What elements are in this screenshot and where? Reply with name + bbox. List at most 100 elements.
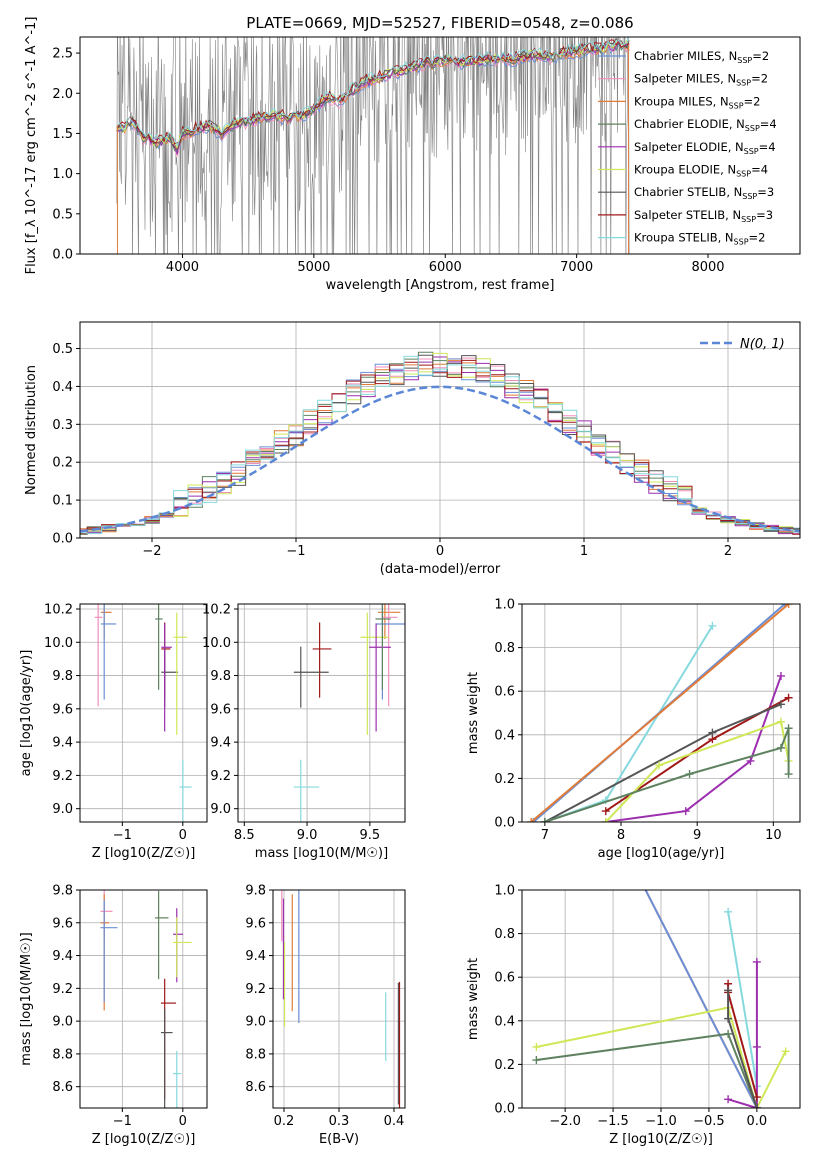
weight-Z-ytick-label: 0.6 <box>494 971 515 986</box>
legend-label: Chabrier STELIB, NSSP=3 <box>634 185 774 201</box>
age-mass-xtick-label: 9.0 <box>297 828 318 843</box>
mass-Z-ytick-label: 9.6 <box>52 916 73 931</box>
weight-age-marker <box>784 724 793 733</box>
residuals-xtick-label: 0 <box>436 544 444 559</box>
spectrum-ylabel: Flux [f_λ 10^-17 erg cm^-2 s^-1 A^-1] <box>24 17 39 275</box>
weight-Z-marker <box>532 1056 541 1065</box>
weight-Z-marker <box>532 1042 541 1051</box>
spectrum-plot-area <box>116 37 630 254</box>
weight-Z-series-chabrier-miles <box>644 890 758 1108</box>
weight-Z-xtick-label: 0.0 <box>747 1114 768 1129</box>
residual-hist-salpeter-miles <box>80 357 800 534</box>
age-Z-ytick-label: 9.4 <box>52 736 73 751</box>
age-Z-ytick-label: 10.0 <box>44 636 73 651</box>
weight-age-xtick-label: 7 <box>541 828 549 843</box>
weight-Z-ytick-label: 1.0 <box>494 884 515 899</box>
weight-Z-ytick-label: 0.8 <box>494 927 515 942</box>
legend-label: Chabrier MILES, NSSP=2 <box>634 49 769 65</box>
weight-Z-ytick-label: 0.2 <box>494 1058 515 1073</box>
weight-age-marker <box>746 756 755 765</box>
weight-age-ytick-label: 0.6 <box>494 685 515 700</box>
weight-Z-marker <box>752 1042 761 1051</box>
age-Z-panel: −1 0 9.0 9.2 9.4 9.6 9.8 10.0 10.2 Z [log10(Z/Z☉)… <box>19 602 208 861</box>
mass-EBV-ytick-label: 9.0 <box>245 1015 266 1030</box>
weight-age-series-salpeter-elodie <box>605 675 782 822</box>
mass-Z-ytick-label: 9.0 <box>52 1015 73 1030</box>
mass-Z-ytick-label: 9.4 <box>52 949 73 964</box>
weight-age-marker <box>784 693 793 702</box>
weight-age-ytick-label: 1.0 <box>494 598 515 613</box>
residuals-ytick-label: 0.2 <box>52 456 73 471</box>
mass-Z-panel: −1 0 8.6 8.8 9.0 9.2 9.4 9.6 9.8 Z [log10(Z/Z☉)] m… <box>19 884 208 1147</box>
weight-age-marker <box>708 621 717 630</box>
residual-hist-kroupa-stelib <box>80 355 800 535</box>
age-Z-frame <box>79 603 208 823</box>
weight-age-marker <box>655 761 664 770</box>
age-Z-xlabel: Z [log10(Z/Z☉)] <box>92 846 196 861</box>
age-mass-ytick-label: 9.6 <box>210 702 231 717</box>
mass-EBV-ytick-label: 8.8 <box>245 1047 266 1062</box>
weight-age-marker <box>681 807 690 816</box>
mass-Z-plot-area <box>100 890 192 1108</box>
weight-age-series-kroupa-stelib <box>544 625 714 822</box>
mass-EBV-ytick-label: 9.4 <box>245 949 266 964</box>
residuals-plot-area <box>80 351 800 535</box>
weight-Z-ytick-label: 0.4 <box>494 1014 515 1029</box>
age-Z-plot-area <box>94 604 192 822</box>
weight-age-xtick-label: 9 <box>693 828 701 843</box>
spectrum-xtick-label: 7000 <box>560 260 593 275</box>
weight-age-xlabel: age [log10(age/yr)] <box>598 846 725 861</box>
age-Z-ytick-label: 9.0 <box>52 802 73 817</box>
residuals-xtick-label: 1 <box>580 544 588 559</box>
age-Z-ylabel: age [log10(age/yr)] <box>19 650 34 777</box>
legend-label: Kroupa STELIB, NSSP=2 <box>634 231 765 247</box>
weight-age-ytick-label: 0.8 <box>494 641 515 656</box>
spectrum-xtick-label: 8000 <box>691 260 724 275</box>
weight-Z-marker <box>628 860 636 868</box>
age-mass-ytick-label: 9.4 <box>210 736 231 751</box>
weight-Z-xtick-label: −0.5 <box>693 1114 725 1129</box>
weight-Z-series-kroupa-elodie <box>536 1006 787 1108</box>
spectrum-ytick-label: 0.0 <box>52 248 73 263</box>
weight-Z-series-kroupa-stelib <box>727 911 758 1087</box>
mass-Z-ylabel: mass [log10(M/M☉)] <box>19 932 34 1065</box>
weight-age-marker <box>784 770 793 779</box>
mass-Z-frame <box>79 889 208 1109</box>
weight-age-ylabel: mass weight <box>466 672 481 754</box>
weight-Z-xtick-label: −1.5 <box>597 1114 629 1129</box>
weight-Z-ytick-label: 0.0 <box>494 1102 515 1117</box>
age-mass-xlabel: mass [log10(M/M☉)] <box>255 846 388 861</box>
age-mass-frame <box>237 603 406 823</box>
weight-age-panel: 7 8 9 10 0.0 0.2 0.4 0.6 0.8 1.0 age [log10(age/yr… <box>466 598 801 861</box>
residuals-xtick-label: −1 <box>286 544 305 559</box>
spectrum-ytick-label: 2.5 <box>52 47 73 62</box>
residual-hist-kroupa-elodie <box>80 352 800 535</box>
residual-hist-kroupa-miles <box>80 359 800 533</box>
residuals-xlabel: (data-model)/error <box>380 562 501 577</box>
weight-Z-marker <box>628 860 636 868</box>
mass-EBV-ytick-label: 9.6 <box>245 916 266 931</box>
weight-Z-xtick-label: −1.0 <box>645 1114 677 1129</box>
weight-age-marker <box>540 818 549 822</box>
residuals-panel: −2 −1 0 1 2 0.0 0.1 0.2 0.3 0.4 0.5 (data-model)/er… <box>24 321 801 577</box>
legend-label: Chabrier ELODIE, NSSP=4 <box>634 117 777 133</box>
spectrum-xtick-label: 6000 <box>429 260 462 275</box>
age-Z-xtick-label: 0 <box>179 828 187 843</box>
age-mass-ytick-label: 9.2 <box>210 769 231 784</box>
weight-age-marker <box>601 807 610 816</box>
spectrum-panel: 4000 5000 6000 7000 8000 0.0 0.5 1.0 1.5 2.0 2.5 wa… <box>24 17 801 293</box>
mass-EBV-panel: 0.2 0.3 0.4 8.6 8.8 9.0 9.2 9.4 9.6 9.8 E(B-V) <box>245 884 406 1147</box>
weight-age-plot-area <box>527 604 793 822</box>
age-mass-ytick-label: 10.2 <box>202 602 231 617</box>
spectrum-ytick-label: 0.5 <box>52 207 73 222</box>
spectrum-ytick-label: 2.0 <box>52 87 73 102</box>
spectrum-model-kroupa-stelib <box>116 37 630 147</box>
legend-label: Kroupa ELODIE, NSSP=4 <box>634 163 768 179</box>
mass-Z-ytick-label: 8.6 <box>52 1080 73 1095</box>
mass-Z-ytick-label: 8.8 <box>52 1047 73 1062</box>
weight-Z-plot-area <box>532 860 790 1108</box>
weight-Z-marker <box>752 1104 761 1108</box>
weight-age-marker <box>776 743 785 752</box>
